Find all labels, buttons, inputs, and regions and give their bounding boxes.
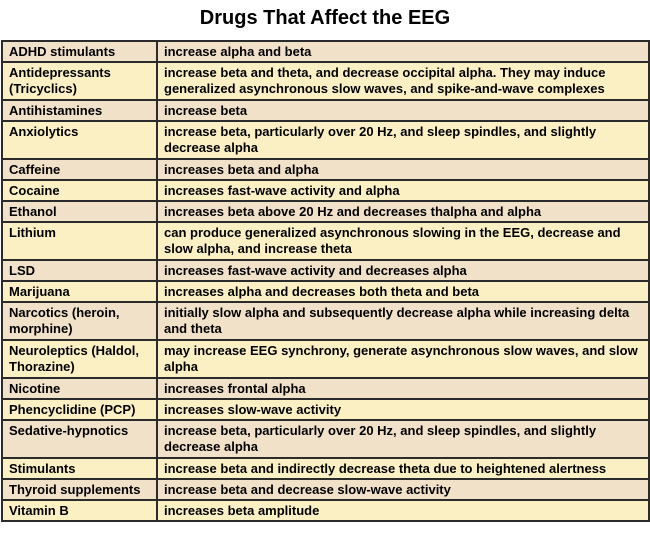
drug-name-cell: Phencyclidine (PCP) — [1, 398, 158, 421]
table-row: Stimulants increase beta and indirectly … — [1, 457, 650, 480]
drug-name-cell: Lithium — [1, 221, 158, 261]
table-row: Vitamin B increases beta amplitude — [1, 499, 650, 522]
table-row: Sedative-hypnotics increase beta, partic… — [1, 419, 650, 459]
drug-name-cell: Thyroid supplements — [1, 478, 158, 501]
drug-name-cell: Sedative-hypnotics — [1, 419, 158, 459]
table-row: Narcotics (heroin, morphine) initially s… — [1, 301, 650, 341]
drug-name-cell: Stimulants — [1, 457, 158, 480]
table-row: Anxiolytics increase beta, particularly … — [1, 120, 650, 160]
drug-effect-cell: increases frontal alpha — [156, 377, 650, 400]
table-row: ADHD stimulants increase alpha and beta — [1, 40, 650, 63]
table-row: Lithium can produce generalized asynchro… — [1, 221, 650, 261]
table-row: Cocaine increases fast-wave activity and… — [1, 179, 650, 202]
drug-name-cell: Cocaine — [1, 179, 158, 202]
drug-name-cell: Narcotics (heroin, morphine) — [1, 301, 158, 341]
table-row: Nicotine increases frontal alpha — [1, 377, 650, 400]
drug-effect-cell: increases beta and alpha — [156, 158, 650, 181]
drug-effect-cell: increase beta — [156, 99, 650, 122]
drug-effect-cell: increases beta amplitude — [156, 499, 650, 522]
table-row: Ethanol increases beta above 20 Hz and d… — [1, 200, 650, 223]
table-row: Antihistamines increase beta — [1, 99, 650, 122]
drug-effect-cell: increase beta and theta, and decrease oc… — [156, 61, 650, 101]
drugs-eeg-table: ADHD stimulants increase alpha and beta … — [1, 40, 650, 522]
table-row: LSD increases fast-wave activity and dec… — [1, 259, 650, 282]
drug-effect-cell: can produce generalized asynchronous slo… — [156, 221, 650, 261]
drug-name-cell: Vitamin B — [1, 499, 158, 522]
table-row: Thyroid supplements increase beta and de… — [1, 478, 650, 501]
drug-effect-cell: initially slow alpha and subsequently de… — [156, 301, 650, 341]
drug-name-cell: Caffeine — [1, 158, 158, 181]
drug-name-cell: Nicotine — [1, 377, 158, 400]
drug-name-cell: Antihistamines — [1, 99, 158, 122]
drug-name-cell: Marijuana — [1, 280, 158, 303]
drug-effect-cell: increase beta and indirectly decrease th… — [156, 457, 650, 480]
table-row: Phencyclidine (PCP) increases slow-wave … — [1, 398, 650, 421]
drug-effect-cell: increases beta above 20 Hz and decreases… — [156, 200, 650, 223]
drug-effect-cell: increases slow-wave activity — [156, 398, 650, 421]
page-title: Drugs That Affect the EEG — [199, 7, 451, 29]
drug-effect-cell: increases alpha and decreases both theta… — [156, 280, 650, 303]
table-row: Neuroleptics (Haldol, Thorazine) may inc… — [1, 339, 650, 379]
drug-name-cell: Anxiolytics — [1, 120, 158, 160]
drug-effect-cell: may increase EEG synchrony, generate asy… — [156, 339, 650, 379]
drug-name-cell: LSD — [1, 259, 158, 282]
drug-name-cell: Neuroleptics (Haldol, Thorazine) — [1, 339, 158, 379]
drug-effect-cell: increase beta, particularly over 20 Hz, … — [156, 419, 650, 459]
drug-effect-cell: increase alpha and beta — [156, 40, 650, 63]
drug-effect-cell: increase beta, particularly over 20 Hz, … — [156, 120, 650, 160]
table-row: Caffeine increases beta and alpha — [1, 158, 650, 181]
drug-effect-cell: increases fast-wave activity and decreas… — [156, 259, 650, 282]
drug-name-cell: Ethanol — [1, 200, 158, 223]
drug-name-cell: Antidepressants (Tricyclics) — [1, 61, 158, 101]
table-row: Antidepressants (Tricyclics) increase be… — [1, 61, 650, 101]
drug-name-cell: ADHD stimulants — [1, 40, 158, 63]
drug-effect-cell: increases fast-wave activity and alpha — [156, 179, 650, 202]
drug-effect-cell: increase beta and decrease slow-wave act… — [156, 478, 650, 501]
table-row: Marijuana increases alpha and decreases … — [1, 280, 650, 303]
